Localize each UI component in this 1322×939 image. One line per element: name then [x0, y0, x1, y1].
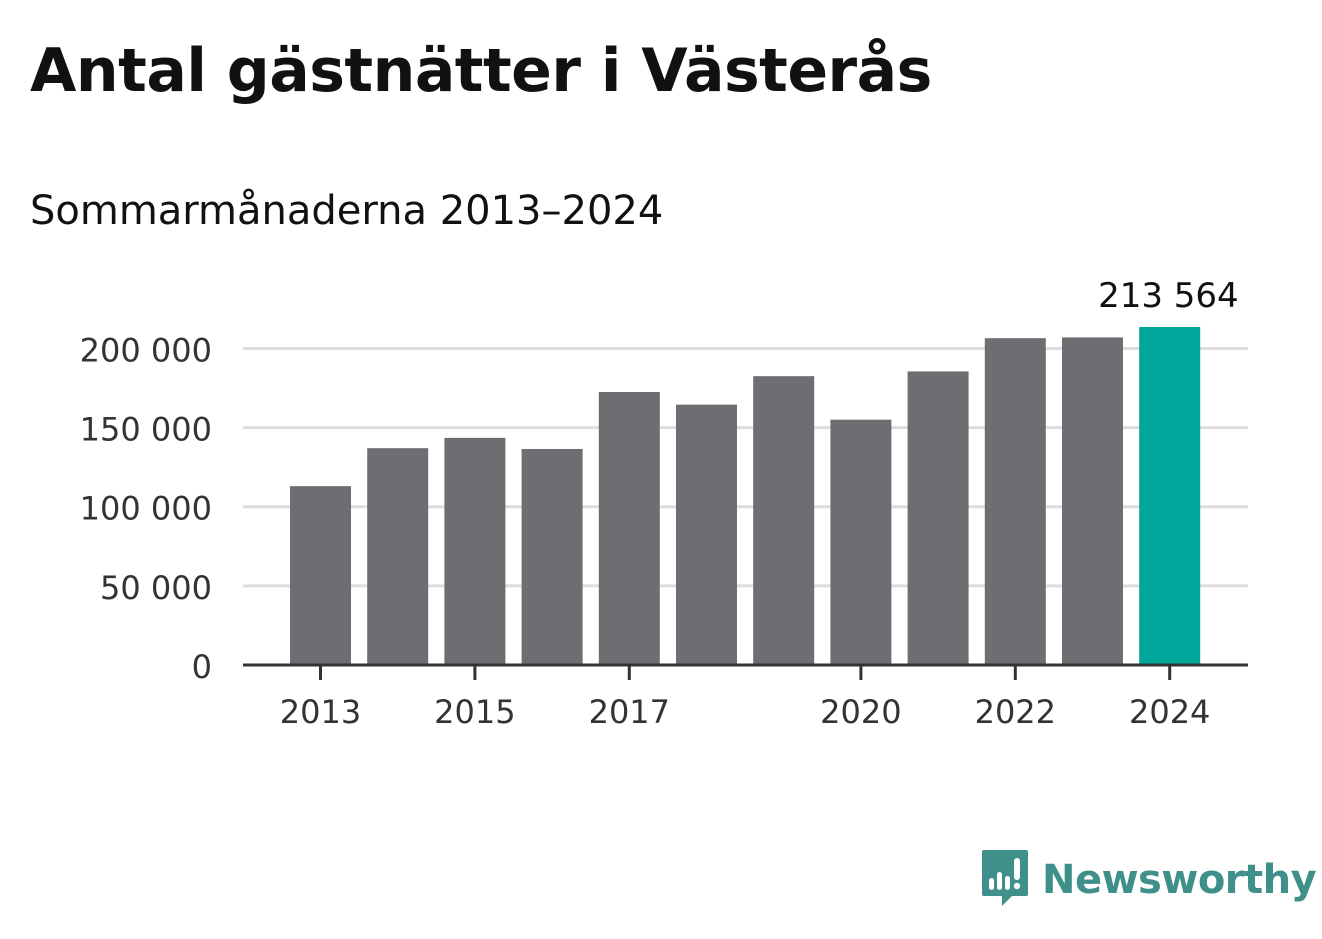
y-tick-label: 100 000 [80, 490, 212, 528]
brand-logo: Newsworthy [980, 848, 1317, 912]
x-tick-label: 2020 [820, 693, 901, 731]
bar-2024 [1139, 327, 1201, 665]
bar-2018 [676, 404, 737, 665]
x-tick-label: 2013 [280, 693, 361, 731]
value-labels: 213 564 [1098, 276, 1239, 316]
value-label-2024: 213 564 [1098, 276, 1239, 316]
bar-2016 [521, 448, 583, 665]
chart-title: Antal gästnätter i Västerås [30, 36, 932, 106]
bar-2017 [598, 391, 660, 665]
x-tick-label: 2024 [1129, 693, 1210, 731]
bar-2019 [753, 376, 815, 665]
x-tick-label: 2015 [434, 693, 515, 731]
bar-2013 [290, 486, 351, 665]
newsworthy-logo-icon [980, 848, 1030, 912]
y-tick-label: 200 000 [80, 331, 212, 369]
y-tick-label: 50 000 [100, 569, 212, 607]
y-tick-labels: 0 50 000 100 000 150 000 200 000 [80, 331, 212, 686]
y-tick-label: 150 000 [80, 411, 212, 449]
x-tick-label: 2017 [589, 693, 670, 731]
bar-2014 [367, 448, 429, 665]
bar-2023 [1062, 337, 1123, 665]
chart-subtitle: Sommarmånaderna 2013–2024 [30, 188, 664, 234]
bar-2021 [907, 371, 969, 665]
x-axis-ticks: 2013 2015 2017 2020 2022 2024 [243, 663, 1248, 731]
brand-name: Newsworthy [1042, 857, 1317, 903]
bars [290, 327, 1201, 665]
y-tick-label: 0 [192, 648, 212, 686]
x-tick-label: 2022 [975, 693, 1056, 731]
bar-2020 [830, 419, 892, 665]
bar-2022 [984, 338, 1046, 665]
bar-2015 [444, 437, 506, 665]
